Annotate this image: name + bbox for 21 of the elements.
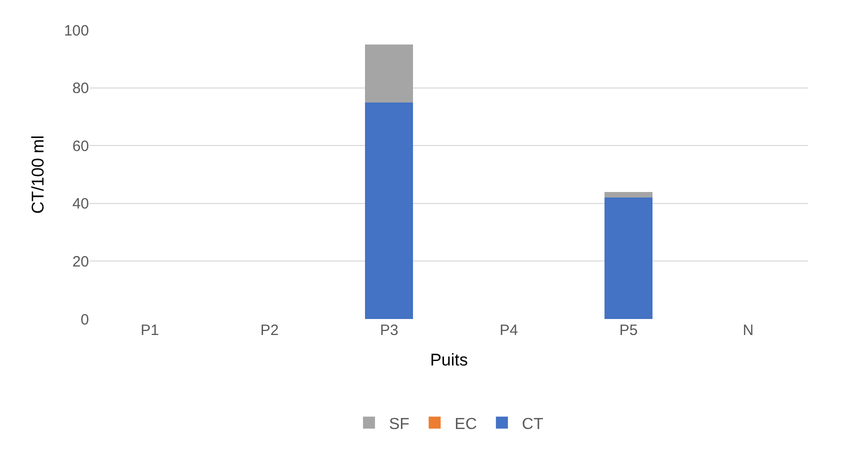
bar [365,102,414,319]
x-axis-title: Puits [430,350,468,370]
y-tick-label: 100 [64,22,89,40]
y-axis-title: CT/100 ml [28,135,48,214]
y-tick-label: 0 [80,311,89,328]
legend-label: EC [454,416,477,433]
bar [604,198,652,319]
x-tick-label: P2 [260,322,279,339]
bar [365,44,414,102]
y-tick-label: 60 [72,138,89,155]
x-tick-label: P1 [140,322,160,339]
legend-label: CT [522,416,544,433]
x-tick-label: N [742,322,754,339]
bar [604,192,652,198]
legend-label: SF [389,416,410,433]
x-tick-label: P5 [619,322,638,339]
x-tick-label: P3 [380,322,398,339]
y-tick-label: 80 [72,80,89,98]
y-tick-label: 20 [72,253,89,270]
x-tick-label: P4 [500,322,518,339]
y-tick-label: 40 [72,196,89,213]
